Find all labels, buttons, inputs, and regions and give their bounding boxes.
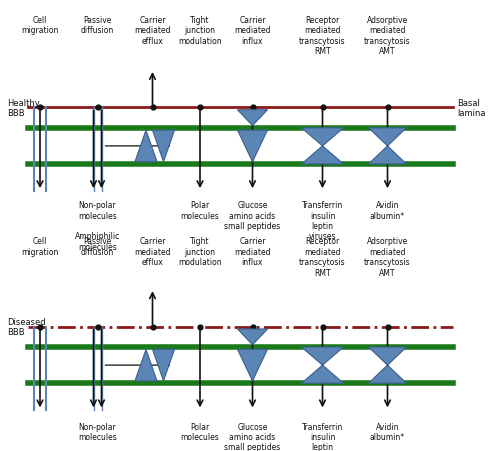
Text: Avidin
albumin*: Avidin albumin* — [370, 422, 405, 441]
Polygon shape — [152, 350, 174, 381]
Polygon shape — [368, 129, 406, 147]
Text: Adsorptive
mediated
transcytosis
AMT: Adsorptive mediated transcytosis AMT — [364, 237, 411, 277]
Text: Cell
migration: Cell migration — [22, 237, 59, 256]
Text: Tight
junction
modulation: Tight junction modulation — [178, 237, 222, 267]
Polygon shape — [368, 147, 406, 165]
Polygon shape — [238, 110, 268, 126]
Text: Receptor
mediated
transcytosis
RMT: Receptor mediated transcytosis RMT — [299, 16, 346, 56]
Text: Carrier
mediated
efflux: Carrier mediated efflux — [134, 16, 171, 46]
Text: Passive
diffusion: Passive diffusion — [81, 16, 114, 35]
Text: Carrier
mediated
efflux: Carrier mediated efflux — [134, 237, 171, 267]
Polygon shape — [238, 350, 268, 381]
Polygon shape — [238, 329, 268, 345]
Polygon shape — [302, 347, 344, 365]
Text: Carrier
mediated
influx: Carrier mediated influx — [234, 16, 271, 46]
Polygon shape — [152, 131, 174, 162]
Text: Basal
lamina: Basal lamina — [458, 99, 486, 118]
Text: Transferrin
insulin
leptin
viruses: Transferrin insulin leptin viruses — [302, 201, 343, 241]
Text: Cell
migration: Cell migration — [22, 16, 59, 35]
Text: Healthy
BBB: Healthy BBB — [8, 99, 40, 118]
Text: Diseased
BBB: Diseased BBB — [8, 318, 46, 336]
Text: Non-polar
molecules

Amphiphilic
molecules: Non-polar molecules Amphiphilic molecule… — [75, 422, 120, 451]
Polygon shape — [368, 365, 406, 383]
Text: Non-polar
molecules

Amphiphilic
molecules: Non-polar molecules Amphiphilic molecule… — [75, 201, 120, 251]
Text: Glucose
amino acids
small peptides: Glucose amino acids small peptides — [224, 422, 280, 451]
Text: Passive
diffusion: Passive diffusion — [81, 237, 114, 256]
Polygon shape — [368, 347, 406, 365]
Polygon shape — [135, 350, 157, 381]
Polygon shape — [135, 131, 157, 162]
Text: Adsorptive
mediated
transcytosis
AMT: Adsorptive mediated transcytosis AMT — [364, 16, 411, 56]
Text: Receptor
mediated
transcytosis
RMT: Receptor mediated transcytosis RMT — [299, 237, 346, 277]
Text: Glucose
amino acids
small peptides: Glucose amino acids small peptides — [224, 201, 280, 230]
Text: Transferrin
insulin
leptin
viruses: Transferrin insulin leptin viruses — [302, 422, 343, 451]
Text: Polar
molecules: Polar molecules — [180, 201, 220, 220]
Polygon shape — [238, 131, 268, 162]
Polygon shape — [302, 365, 344, 383]
Text: Carrier
mediated
influx: Carrier mediated influx — [234, 237, 271, 267]
Polygon shape — [302, 147, 344, 165]
Text: Avidin
albumin*: Avidin albumin* — [370, 201, 405, 220]
Text: Tight
junction
modulation: Tight junction modulation — [178, 16, 222, 46]
Polygon shape — [302, 129, 344, 147]
Text: Polar
molecules: Polar molecules — [180, 422, 220, 441]
